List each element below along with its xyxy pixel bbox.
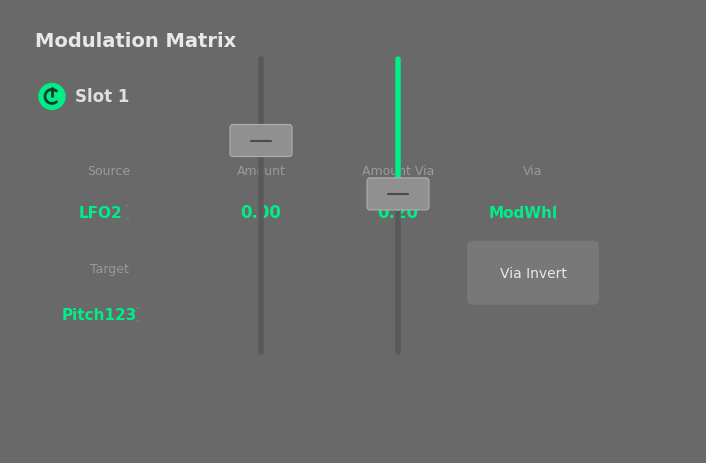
Text: ModWhl: ModWhl: [489, 206, 558, 220]
FancyBboxPatch shape: [467, 241, 599, 305]
Text: Via Invert: Via Invert: [500, 266, 566, 280]
Circle shape: [39, 84, 65, 110]
Text: Amount: Amount: [237, 165, 285, 178]
Text: Target: Target: [90, 262, 128, 275]
Text: LFO2: LFO2: [79, 206, 123, 220]
Text: Source: Source: [88, 165, 131, 178]
Text: Slot 1: Slot 1: [75, 88, 129, 106]
Text: ⌃
⌄: ⌃ ⌄: [124, 204, 131, 222]
Text: 0.00: 0.00: [241, 204, 282, 222]
Text: ⌃
⌄: ⌃ ⌄: [551, 204, 558, 222]
Text: ⌃
⌄: ⌃ ⌄: [133, 306, 140, 324]
Text: Amount Via: Amount Via: [361, 165, 434, 178]
Text: 0.20: 0.20: [378, 204, 419, 222]
Text: Via: Via: [523, 165, 543, 178]
FancyBboxPatch shape: [230, 125, 292, 157]
Text: Pitch123: Pitch123: [61, 307, 137, 322]
FancyBboxPatch shape: [367, 179, 429, 210]
Text: Modulation Matrix: Modulation Matrix: [35, 32, 237, 51]
